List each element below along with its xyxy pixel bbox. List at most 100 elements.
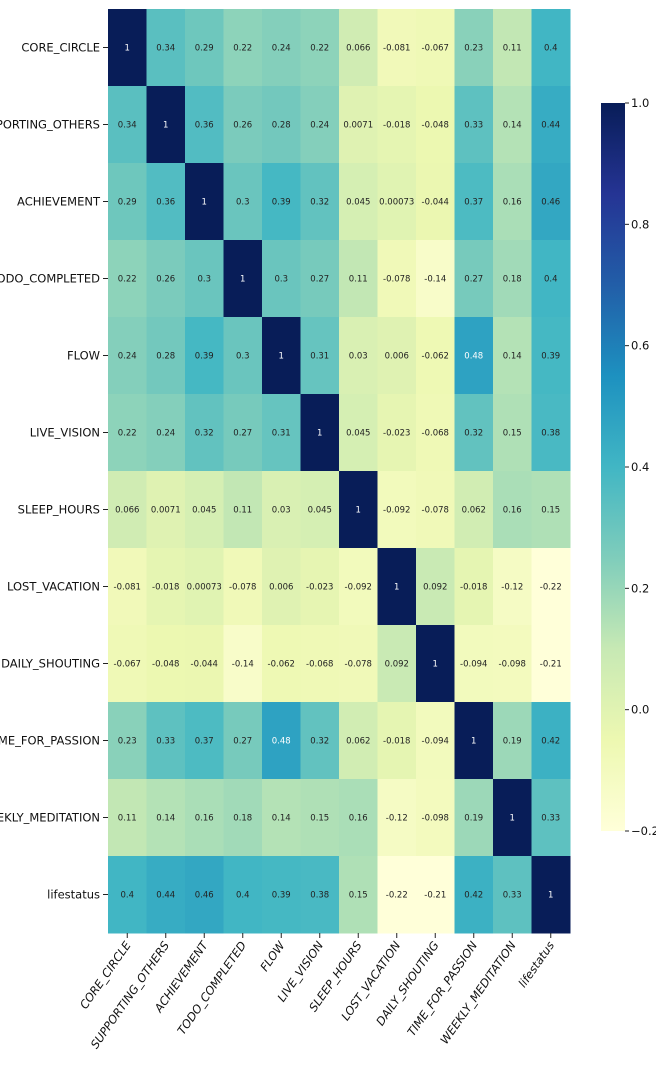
cell-value-label: 0.19 — [503, 737, 522, 747]
colorbar-tick-label: −0.2 — [631, 824, 656, 838]
cell-value-label: -0.14 — [424, 275, 446, 285]
heatmap-cell — [493, 548, 532, 626]
cell-value-label: 0.4 — [236, 891, 250, 901]
heatmap-cell — [454, 856, 494, 934]
cell-value-label: -0.098 — [422, 814, 449, 824]
cell-value-label: 0.42 — [464, 891, 483, 901]
y-tick-label: LIVE_VISION — [30, 426, 100, 440]
cell-value-label: 0.00073 — [379, 198, 414, 208]
cell-value-label: 0.066 — [346, 44, 370, 54]
heatmap-cell — [339, 240, 378, 318]
cell-value-label: -0.21 — [424, 891, 446, 901]
cell-value-label: 1 — [510, 814, 515, 824]
heatmap-cell — [223, 779, 263, 857]
heatmap-cell — [146, 779, 186, 857]
cell-value-label: -0.094 — [460, 660, 487, 670]
heatmap-cell — [185, 779, 224, 857]
cell-value-label: 0.045 — [346, 429, 370, 439]
cell-value-label: 0.29 — [195, 44, 214, 54]
cell-value-label: 1 — [317, 429, 322, 439]
cell-value-label: 0.16 — [195, 814, 214, 824]
heatmap-cell — [339, 856, 378, 934]
cell-value-label: 0.006 — [269, 583, 293, 593]
heatmap-cell — [108, 779, 147, 857]
heatmap-cell — [416, 856, 455, 934]
heatmap-cell — [300, 317, 340, 395]
heatmap-cell — [531, 317, 571, 395]
heatmap-cell — [146, 471, 186, 549]
cell-value-label: 0.26 — [233, 121, 252, 131]
cell-value-label: 0.28 — [156, 352, 175, 362]
heatmap-cell — [223, 548, 263, 626]
cell-value-label: 0.045 — [346, 198, 370, 208]
y-tick-label: SLEEP_HOURS — [18, 503, 100, 517]
heatmap-cell — [454, 548, 494, 626]
heatmap-cell — [300, 240, 340, 318]
cell-value-label: 0.15 — [541, 506, 560, 516]
heatmap-cell — [454, 317, 494, 395]
heatmap-cell — [339, 702, 378, 780]
heatmap-cell — [454, 86, 494, 164]
y-tick-label: SUPPORTING_OTHERS — [0, 118, 100, 132]
cell-value-label: -0.22 — [540, 583, 562, 593]
cell-value-label: -0.068 — [306, 660, 333, 670]
heatmap-cell — [377, 240, 417, 318]
heatmap-cell — [416, 317, 455, 395]
cell-value-label: 0.33 — [541, 814, 560, 824]
heatmap-cell — [185, 856, 224, 934]
y-tick-label: FLOW — [67, 349, 100, 363]
cell-value-label: 0.19 — [464, 814, 483, 824]
cell-value-label: -0.062 — [268, 660, 295, 670]
heatmap-cell — [223, 317, 263, 395]
cell-value-label: 0.32 — [464, 429, 483, 439]
cell-value-label: 0.14 — [272, 814, 291, 824]
y-tick-label: TIME_FOR_PASSION — [0, 734, 100, 748]
y-tick-label: DAILY_SHOUTING — [1, 657, 100, 671]
x-tick-label: WEEKLY_MEDITATION — [437, 938, 519, 1046]
cell-value-label: 0.32 — [310, 737, 329, 747]
cell-value-label: -0.078 — [422, 506, 449, 516]
heatmap-cell — [339, 625, 378, 703]
heatmap-cell — [454, 471, 494, 549]
cell-value-label: 0.27 — [464, 275, 483, 285]
cell-value-label: 0.39 — [272, 891, 291, 901]
cell-value-label: 0.092 — [423, 583, 447, 593]
heatmap-cell — [108, 9, 147, 87]
heatmap-cell — [262, 394, 301, 472]
heatmap-cell — [493, 625, 532, 703]
heatmap-cell — [339, 779, 378, 857]
heatmap-cell — [339, 394, 378, 472]
cell-value-label: 0.31 — [272, 429, 291, 439]
heatmap-cell — [377, 856, 417, 934]
colorbar-gradient — [601, 103, 625, 831]
colorbar-tick-label: 0.8 — [631, 217, 649, 231]
cell-value-label: 0.3 — [197, 275, 211, 285]
heatmap-cell — [339, 86, 378, 164]
colorbar-tick-label: 1.0 — [631, 96, 649, 110]
cell-value-label: 0.045 — [308, 506, 332, 516]
heatmap-cell — [300, 86, 340, 164]
cell-value-label: 0.24 — [156, 429, 175, 439]
cell-value-label: 0.42 — [541, 737, 560, 747]
heatmap-cell — [377, 86, 417, 164]
y-tick-label: CORE_CIRCLE — [21, 41, 100, 55]
heatmap-cell — [262, 625, 301, 703]
heatmap-cell — [339, 9, 378, 87]
cell-value-label: 0.37 — [464, 198, 483, 208]
colorbar-tick-label: 0.2 — [631, 581, 649, 595]
heatmap-cell — [300, 471, 340, 549]
heatmap-cell — [146, 625, 186, 703]
heatmap-cell — [493, 317, 532, 395]
heatmap-cell — [531, 856, 571, 934]
heatmap-cell — [262, 779, 301, 857]
cell-value-label: -0.081 — [114, 583, 141, 593]
heatmap-cell — [493, 471, 532, 549]
heatmap-cell — [223, 856, 263, 934]
cell-value-label: 0.24 — [272, 44, 291, 54]
heatmap-cell — [531, 702, 571, 780]
y-axis: CORE_CIRCLE SUPPORTING_OTHERS ACHIEVEMENT T… — [0, 41, 108, 902]
cell-value-label: -0.22 — [386, 891, 408, 901]
heatmap-cell — [185, 163, 224, 241]
heatmap-cell — [531, 86, 571, 164]
y-tick-label: TODO_COMPLETED — [0, 272, 100, 286]
